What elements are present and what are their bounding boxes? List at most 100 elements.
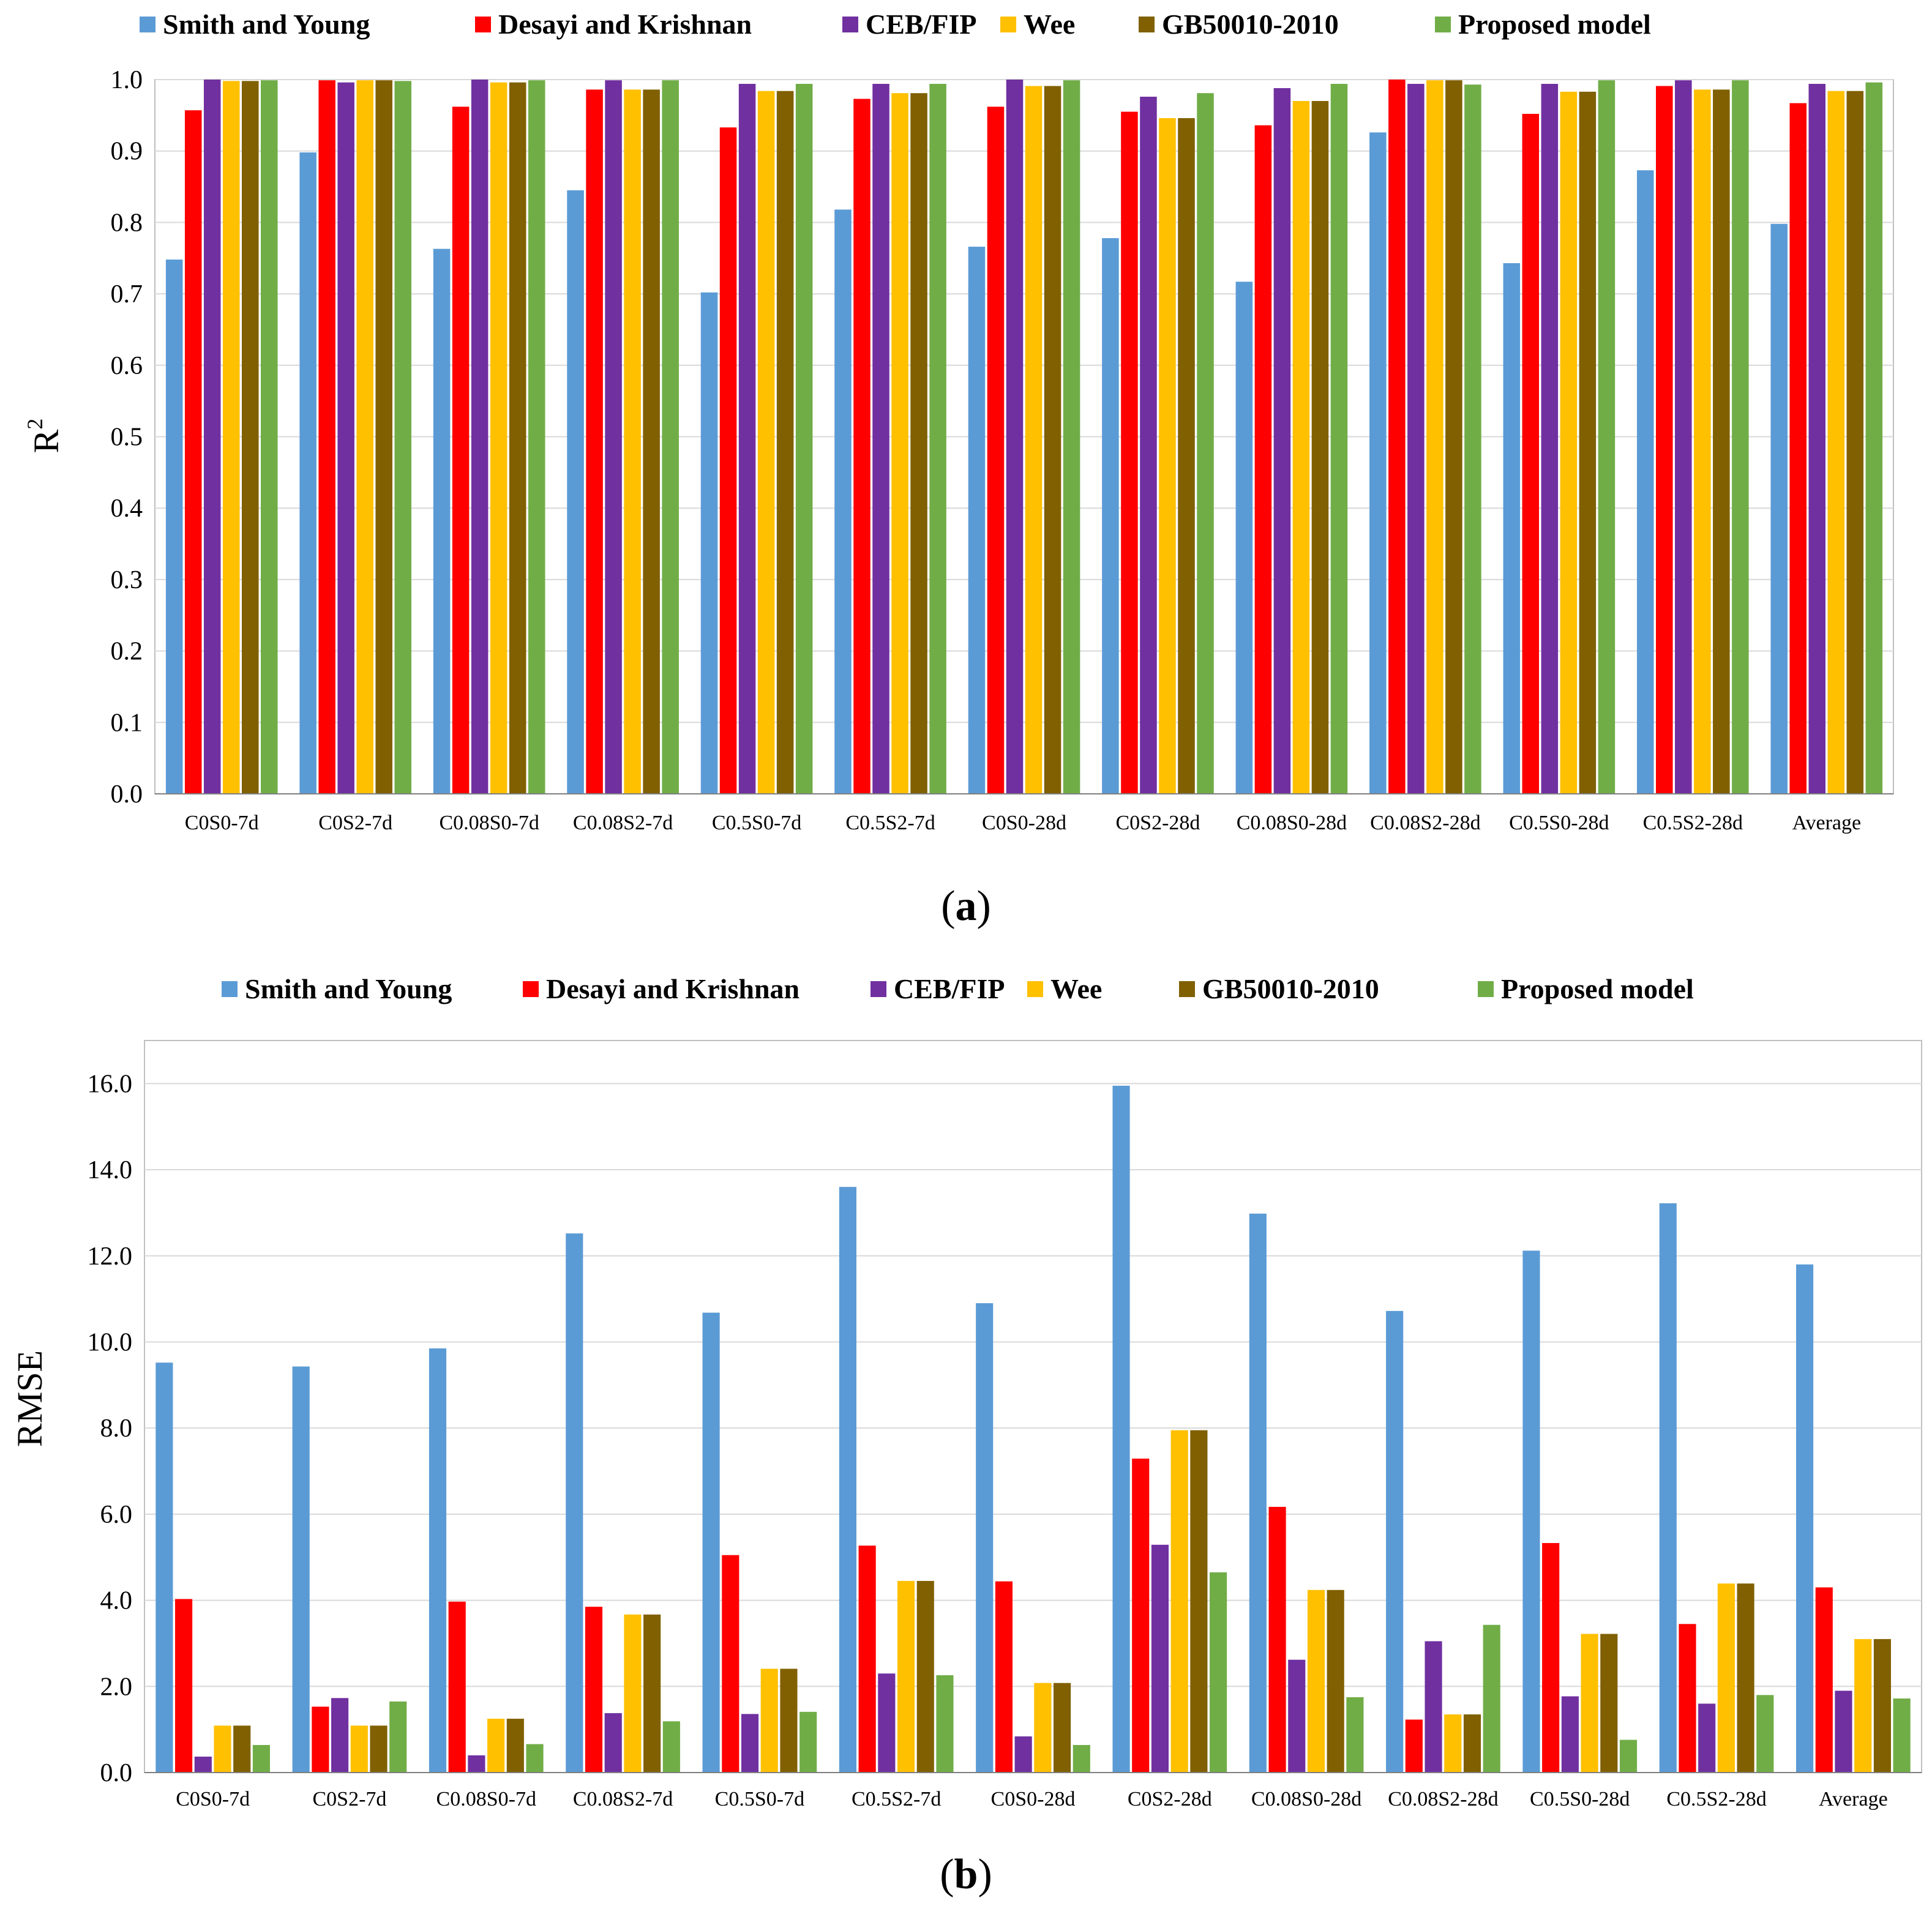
bar-proposed-model: [1346, 1697, 1364, 1773]
y-tick-label: 8.0: [100, 1414, 133, 1443]
bar-gb50010-2010: [1737, 1583, 1754, 1773]
bar-wee: [624, 1614, 642, 1773]
bars-a: [165, 80, 1883, 794]
x-tick-label: Average: [1819, 1788, 1888, 1810]
bar-ceb-fip: [1808, 84, 1826, 794]
bar-proposed-model: [1732, 80, 1749, 794]
legend-swatch: [1435, 17, 1451, 32]
bar-desayi-and-krishnan: [1388, 80, 1406, 794]
bar-gb50010-2010: [1044, 86, 1061, 794]
y-tick-label: 12.0: [88, 1242, 133, 1271]
bar-desayi-and-krishnan: [1815, 1587, 1833, 1773]
bar-ceb-fip: [203, 80, 221, 794]
chart-panel-a: Smith and Young Desayi and Krishnan CEB/FI…: [23, 9, 1894, 930]
bar-desayi-and-krishnan: [722, 1555, 739, 1773]
bar-smith-and-young: [566, 1233, 583, 1773]
bar-desayi-and-krishnan: [586, 89, 603, 794]
bar-desayi-and-krishnan: [452, 106, 470, 794]
x-tick-label: C0.5S2-28d: [1643, 812, 1743, 834]
x-tick-label: C0S2-7d: [313, 1788, 387, 1810]
x-tick-label: C0.08S2-28d: [1388, 1788, 1498, 1810]
bar-smith-and-young: [1249, 1213, 1267, 1773]
bar-gb50010-2010: [1846, 91, 1864, 794]
y-tick-label: 0.8: [111, 209, 143, 237]
legend-swatch: [222, 981, 238, 997]
legend-label: CEB/FIP: [894, 973, 1005, 1004]
bar-smith-and-young: [429, 1348, 447, 1773]
x-tick-label: C0.5S0-28d: [1509, 812, 1609, 834]
bar-ceb-fip: [468, 1755, 485, 1773]
bar-ceb-fip: [1698, 1703, 1716, 1773]
x-tick-label: C0.08S0-28d: [1237, 812, 1347, 834]
bar-gb50010-2010: [1178, 118, 1195, 794]
bar-gb50010-2010: [1713, 89, 1730, 794]
y-axis-title-a: R2: [23, 419, 66, 454]
legend-swatch: [871, 981, 886, 997]
bar-gb50010-2010: [1311, 101, 1329, 794]
legend-label: CEB/FIP: [866, 9, 976, 40]
x-tick-labels-a: C0S0-7d C0S2-7d C0.08S0-7d C0.08S2-7d C0.5S0…: [185, 812, 1861, 834]
bar-ceb-fip: [738, 84, 756, 794]
bar-gb50010-2010: [242, 81, 259, 794]
bar-smith-and-young: [165, 260, 183, 794]
legend-label: Smith and Young: [245, 973, 452, 1004]
bar-gb50010-2010: [370, 1725, 388, 1773]
bar-smith-and-young: [299, 152, 316, 794]
bar-desayi-and-krishnan: [175, 1599, 193, 1773]
bar-ceb-fip: [605, 80, 622, 794]
bar-wee: [1717, 1583, 1735, 1773]
bar-proposed-model: [1483, 1624, 1500, 1773]
x-tick-label: C0.5S2-7d: [845, 812, 935, 834]
bar-smith-and-young: [1503, 263, 1521, 794]
x-tick-labels-b: C0S0-7d C0S2-7d C0.08S0-7d C0.08S2-7d C0.5S0…: [176, 1788, 1887, 1810]
y-tick-label: 0.5: [111, 424, 143, 452]
x-tick-label: C0.08S2-7d: [573, 812, 673, 834]
bar-gb50010-2010: [1190, 1430, 1208, 1773]
y-tick-label: 0.0: [100, 1759, 133, 1787]
bar-wee: [222, 81, 240, 794]
bar-gb50010-2010: [1579, 91, 1597, 794]
bar-gb50010-2010: [910, 93, 927, 794]
bar-ceb-fip: [1541, 84, 1559, 794]
legend-swatch: [140, 17, 155, 32]
bar-wee: [490, 82, 507, 794]
bar-wee: [897, 1580, 915, 1773]
x-tick-label: C0.5S0-7d: [712, 812, 801, 834]
bar-smith-and-young: [976, 1303, 994, 1773]
bar-smith-and-young: [702, 1312, 720, 1773]
legend-swatch: [1027, 981, 1043, 997]
bar-ceb-fip: [741, 1714, 759, 1773]
bar-desayi-and-krishnan: [1254, 125, 1272, 794]
bar-wee: [891, 93, 908, 794]
x-tick-label: C0.5S0-7d: [715, 1788, 804, 1810]
bar-desayi-and-krishnan: [1132, 1459, 1150, 1773]
legend-swatch: [1139, 17, 1155, 32]
bar-wee: [1034, 1683, 1052, 1773]
bar-wee: [1307, 1590, 1325, 1773]
legend-label: Smith and Young: [163, 9, 370, 40]
bar-wee: [1292, 101, 1310, 794]
bar-ceb-fip: [604, 1713, 622, 1773]
bar-proposed-model: [929, 84, 946, 794]
bar-proposed-model: [526, 1744, 544, 1773]
legend-swatch: [475, 17, 491, 32]
bar-proposed-model: [1063, 80, 1080, 794]
bar-ceb-fip: [1675, 80, 1692, 794]
bar-smith-and-young: [1369, 132, 1387, 794]
x-tick-label: C0.5S2-7d: [852, 1788, 941, 1810]
bar-proposed-model: [1464, 84, 1481, 794]
bar-ceb-fip: [1425, 1641, 1442, 1773]
y-tick-labels-a: 0.0 0.1 0.2 0.3 0.4 0.5 0.6 0.7 0.8 0.9 1.0: [111, 66, 143, 809]
bar-desayi-and-krishnan: [853, 99, 871, 794]
bar-gb50010-2010: [233, 1725, 251, 1773]
bar-wee: [1444, 1714, 1462, 1773]
legend-b: Smith and Young Desayi and Krishnan CEB/FI…: [222, 973, 1694, 1004]
bar-proposed-model: [1893, 1698, 1911, 1773]
bar-wee: [624, 89, 641, 794]
bar-wee: [1426, 80, 1443, 794]
x-tick-label: C0.08S0-7d: [439, 812, 539, 834]
legend-label: Wee: [1050, 973, 1102, 1004]
legend-swatch: [1179, 981, 1195, 997]
bar-ceb-fip: [331, 1698, 349, 1773]
